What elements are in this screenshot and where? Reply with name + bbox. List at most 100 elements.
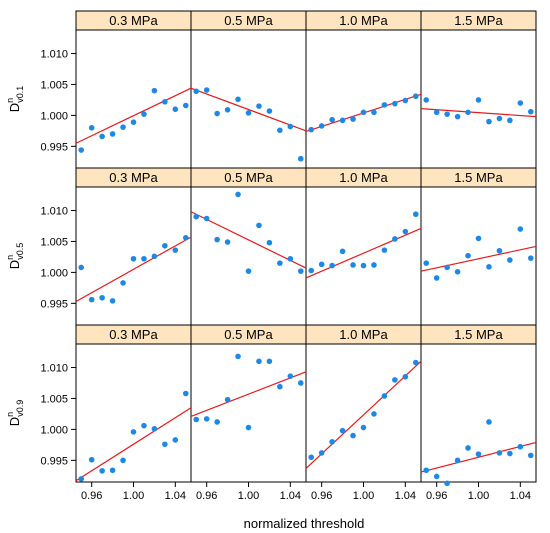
y-tick-label-r1-2: 1.005 (40, 236, 68, 248)
strip-label-r0-c2: 1.0 MPa (339, 13, 388, 28)
data-point-r0-c1-8 (277, 127, 283, 134)
fit-line-r1-c1 (190, 211, 307, 269)
y-tick-label-r2-0: 0.995 (40, 455, 68, 467)
data-point-r1-c3-5 (475, 235, 482, 242)
x-tick-label-c3-1: 1.00 (468, 490, 489, 502)
data-point-r2-c2-7 (381, 393, 388, 399)
data-point-r1-c0-2 (99, 294, 105, 301)
data-point-r0-c1-10 (297, 155, 304, 162)
data-point-r0-c0-6 (141, 111, 147, 117)
data-point-r0-c2-3 (339, 117, 346, 124)
panel-frame-r2-c2 (305, 343, 422, 483)
data-point-r2-c1-4 (235, 353, 241, 360)
data-point-r1-c2-2 (329, 262, 335, 269)
data-point-r1-c2-7 (381, 247, 388, 253)
axes-layer: 0.995 1.000 1.005 1.010 Dnv0.1 0.995 1.000 1.00… (5, 49, 531, 502)
data-point-r1-c3-8 (507, 257, 513, 263)
x-tick-label-c3-2: 1.04 (510, 490, 531, 502)
data-point-r1-c3-9 (517, 226, 524, 232)
data-point-r2-c3-4 (465, 445, 471, 451)
data-point-r0-c2-1 (318, 123, 325, 129)
x-tick-label-c1-2: 1.04 (280, 490, 301, 502)
strip-label-r1-c2: 1.0 MPa (339, 170, 388, 185)
data-point-r2-c3-10 (527, 452, 534, 459)
data-point-r2-c3-7 (496, 450, 503, 456)
y-tick-label-r0-2: 1.005 (40, 79, 68, 91)
data-point-r2-c0-9 (172, 437, 179, 443)
x-tick-label-c0-2: 1.04 (165, 490, 186, 502)
data-point-r0-c3-8 (507, 117, 513, 124)
data-point-r1-c2-1 (318, 261, 325, 268)
data-point-r0-c3-3 (454, 113, 461, 120)
data-point-r1-c2-10 (412, 211, 419, 218)
data-point-r0-c2-9 (402, 97, 409, 104)
y-tick-label-r0-0: 0.995 (40, 141, 68, 153)
data-point-r2-c3-9 (517, 443, 524, 450)
data-point-r0-c1-5 (245, 110, 252, 116)
data-point-r2-c0-7 (151, 425, 158, 432)
x-axis-title: normalized threshold (244, 516, 365, 531)
data-point-r1-c2-9 (402, 228, 409, 235)
data-point-r2-c1-0 (193, 416, 200, 423)
data-point-r2-c2-5 (360, 424, 367, 431)
x-tick-label-c1-0: 0.96 (196, 490, 217, 502)
row-label-r2: Dnv0.9 (5, 400, 25, 426)
data-point-r0-c0-2 (99, 133, 105, 140)
panel-frame-r1-c3 (420, 186, 537, 326)
data-point-r1-c0-10 (182, 234, 189, 241)
strip-label-r2-c2: 1.0 MPa (339, 327, 388, 342)
x-tick-label-c3-0: 0.96 (426, 490, 447, 502)
fit-line-r0-c1 (190, 87, 307, 132)
row-label-r1: Dnv0.5 (5, 243, 25, 269)
data-point-r2-c2-9 (402, 373, 409, 380)
fit-line-r0-c0 (75, 87, 192, 144)
data-point-r2-c2-0 (308, 454, 315, 461)
data-point-r0-c1-7 (266, 108, 273, 114)
data-point-r0-c2-0 (308, 126, 315, 133)
y-tick-label-r2-3: 1.010 (40, 363, 68, 375)
x-tick-label-c2-1: 1.00 (353, 490, 374, 502)
x-tick-label-c0-1: 1.00 (123, 490, 144, 502)
data-point-r0-c3-9 (517, 100, 524, 106)
data-point-r2-c2-1 (318, 450, 325, 456)
fit-line-r2-c0 (75, 407, 192, 482)
panel-frame-r2-c3 (420, 343, 537, 483)
strip-label-r1-c1: 0.5 MPa (224, 170, 273, 185)
data-point-r2-c0-6 (141, 422, 147, 429)
data-point-r1-c1-0 (193, 213, 200, 220)
data-point-r1-c1-10 (297, 268, 304, 274)
data-point-r0-c1-3 (224, 107, 231, 113)
y-tick-label-r1-3: 1.010 (40, 206, 68, 218)
fit-line-r1-c2 (305, 227, 422, 279)
data-point-r2-c3-2 (444, 480, 450, 487)
data-point-r0-c1-9 (287, 123, 294, 130)
data-point-r2-c2-4 (350, 432, 356, 439)
data-point-r0-c2-5 (360, 109, 367, 116)
data-point-r0-c1-2 (214, 110, 220, 117)
data-point-r2-c3-5 (475, 451, 482, 457)
data-point-r1-c1-1 (203, 215, 210, 222)
strip-label-r2-c0: 0.3 MPa (109, 327, 158, 342)
data-point-r0-c1-0 (193, 88, 200, 95)
data-point-r1-c0-8 (162, 242, 168, 249)
data-point-r1-c3-3 (454, 268, 461, 275)
panel-frame-r0-c0 (75, 29, 192, 169)
fit-line-r2-c1 (190, 371, 307, 417)
data-point-r2-c0-5 (130, 429, 137, 435)
y-tick-label-r1-0: 0.995 (40, 298, 68, 310)
data-point-r0-c3-10 (527, 108, 534, 115)
data-point-r0-c0-9 (172, 106, 179, 113)
data-point-r2-c1-10 (297, 380, 304, 386)
data-point-r0-c3-4 (465, 109, 471, 116)
data-point-r1-c1-2 (214, 236, 220, 243)
data-point-r1-c1-5 (245, 268, 252, 274)
data-point-r0-c0-7 (151, 87, 158, 94)
fit-line-r1-c0 (75, 236, 192, 303)
data-point-r2-c0-1 (88, 456, 95, 463)
data-point-r0-c0-1 (88, 124, 95, 131)
x-tick-label-c1-1: 1.00 (238, 490, 259, 502)
fit-line-r1-c3 (420, 245, 537, 272)
data-point-r0-c2-10 (412, 93, 419, 100)
data-point-r1-c0-5 (130, 255, 137, 262)
strip-label-r2-c1: 0.5 MPa (224, 327, 273, 342)
